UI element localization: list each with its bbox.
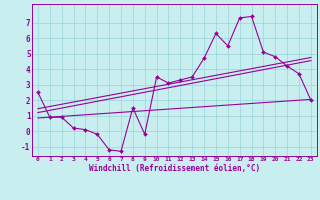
X-axis label: Windchill (Refroidissement éolien,°C): Windchill (Refroidissement éolien,°C) <box>89 164 260 173</box>
